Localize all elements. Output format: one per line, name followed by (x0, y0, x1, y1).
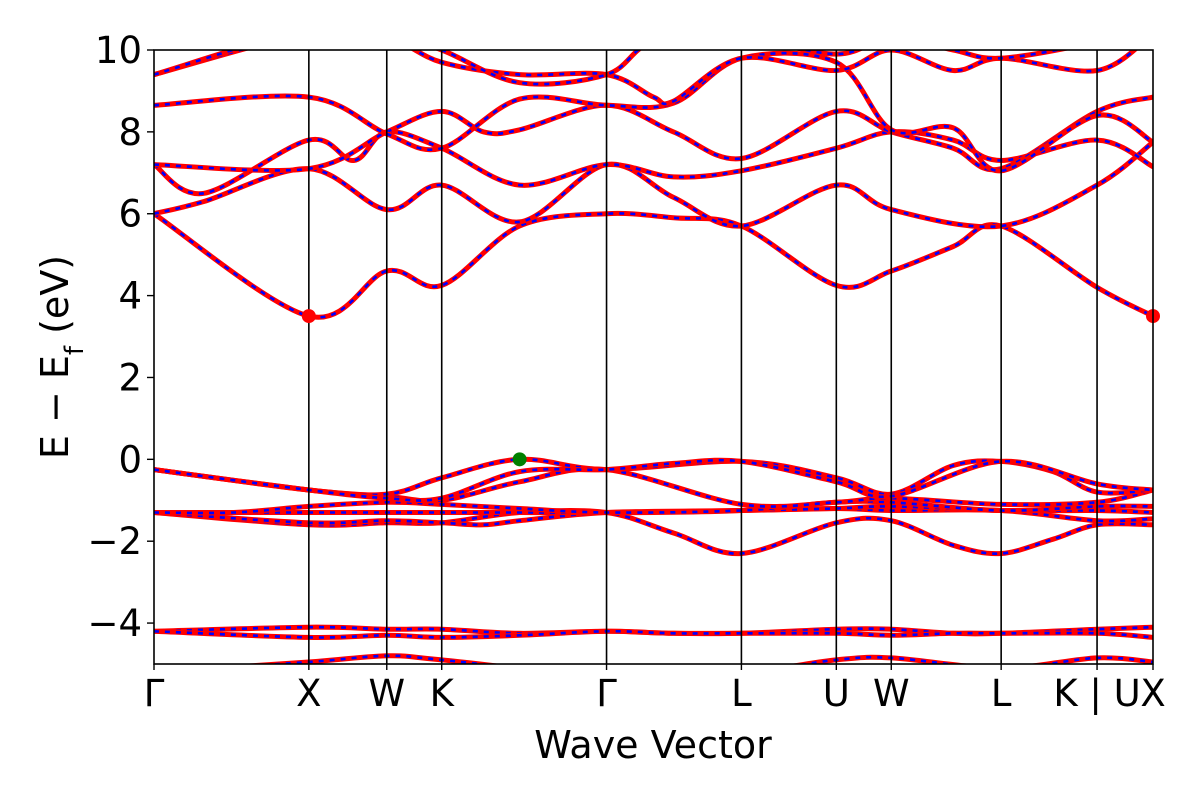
x-tick-label: L (991, 672, 1012, 715)
plot-frame (153, 49, 1154, 665)
band-14-dashed-line (154, 51, 1153, 173)
band-10-dashed-line (154, 212, 1153, 319)
x-tick-label: K (430, 672, 456, 715)
y-axis: −4 −2 0 2 4 6 8 10 (87, 29, 154, 645)
kpoint-lines (308, 50, 1098, 664)
y-tick-label: 8 (118, 111, 142, 154)
y-tick-label: −2 (87, 520, 142, 563)
y-tick-label: 0 (118, 438, 142, 481)
band-9-dashed-line (154, 458, 1153, 502)
y-axis-title-subscript: f (60, 345, 90, 355)
y-tick-label: −4 (87, 602, 142, 645)
x-tick-label: U (823, 672, 850, 715)
vbm-marker (512, 452, 527, 467)
x-tick-label: X (1140, 672, 1165, 715)
x-tick-label: K | U (1053, 672, 1140, 715)
band-2-dashed-line (259, 654, 1153, 664)
y-tick-label: 10 (95, 29, 142, 72)
band-1-dashed-line (154, 629, 1153, 639)
x-tick-label: W (368, 672, 405, 715)
x-tick-label: X (296, 672, 321, 715)
cbm-marker (301, 309, 316, 324)
x-axis-title: Wave Vector (534, 723, 772, 767)
plot-background (154, 50, 1153, 664)
band-12-dashed-line (154, 130, 1153, 195)
band-11-dashed-line (154, 141, 1153, 228)
x-tick-label: Γ (596, 672, 617, 715)
band-15-dashed-line (154, 50, 1137, 106)
y-tick-label: 2 (118, 356, 142, 399)
band-16-dashed-line (154, 50, 1064, 86)
y-tick-label: 6 (118, 193, 142, 236)
band-4-dashed-line (154, 507, 1153, 527)
y-tick-label: 4 (118, 275, 142, 318)
x-tick-label: Γ (144, 672, 165, 715)
y-axis-title: E − Ef (eV) (33, 255, 90, 459)
x-tick-label: L (731, 672, 752, 715)
x-tick-label: W (873, 672, 910, 715)
